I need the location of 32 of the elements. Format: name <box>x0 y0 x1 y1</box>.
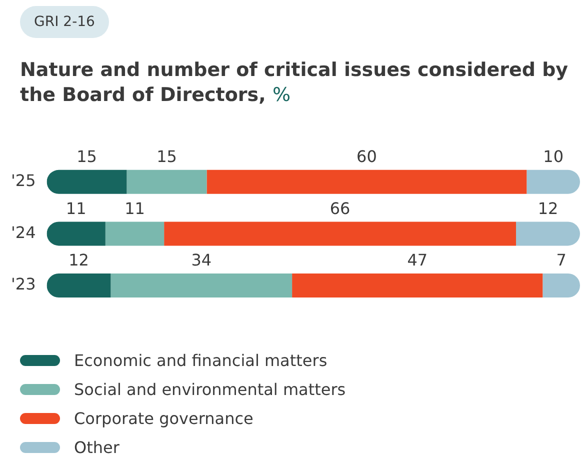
bar <box>46 274 111 298</box>
legend-label: Economic and financial matters <box>74 351 328 370</box>
data-label: 34 <box>191 250 212 270</box>
bar <box>126 170 207 194</box>
data-label: 15 <box>156 147 177 166</box>
legend-label: Social and environmental matters <box>74 380 346 399</box>
data-label: 12 <box>68 250 89 270</box>
y-tick-label: '23 <box>10 274 36 294</box>
bar <box>46 170 127 194</box>
bar <box>46 222 106 246</box>
data-label: 66 <box>330 198 350 218</box>
bar <box>206 170 527 194</box>
data-label: 11 <box>124 198 145 218</box>
y-tick-label: '25 <box>10 171 36 190</box>
data-label: 47 <box>407 250 428 270</box>
data-label: 15 <box>76 147 97 166</box>
bar <box>526 170 580 194</box>
data-label: 11 <box>66 198 86 218</box>
data-label: 60 <box>356 147 377 166</box>
bar <box>105 222 164 246</box>
text: GRI 2-16 <box>20 6 109 38</box>
chart-title: Nature and number of critical issues considered by the Board of Directors, % <box>20 58 570 108</box>
data-label: 10 <box>543 147 564 166</box>
bar <box>110 274 292 298</box>
legend-label: Other <box>74 438 120 457</box>
bar <box>164 222 516 246</box>
data-label: 7 <box>556 250 566 270</box>
legend-label: Corporate governance <box>74 409 254 428</box>
data-label: 12 <box>538 198 558 218</box>
bar <box>292 274 543 298</box>
y-tick-label: '24 <box>10 222 36 242</box>
bar <box>516 222 580 246</box>
